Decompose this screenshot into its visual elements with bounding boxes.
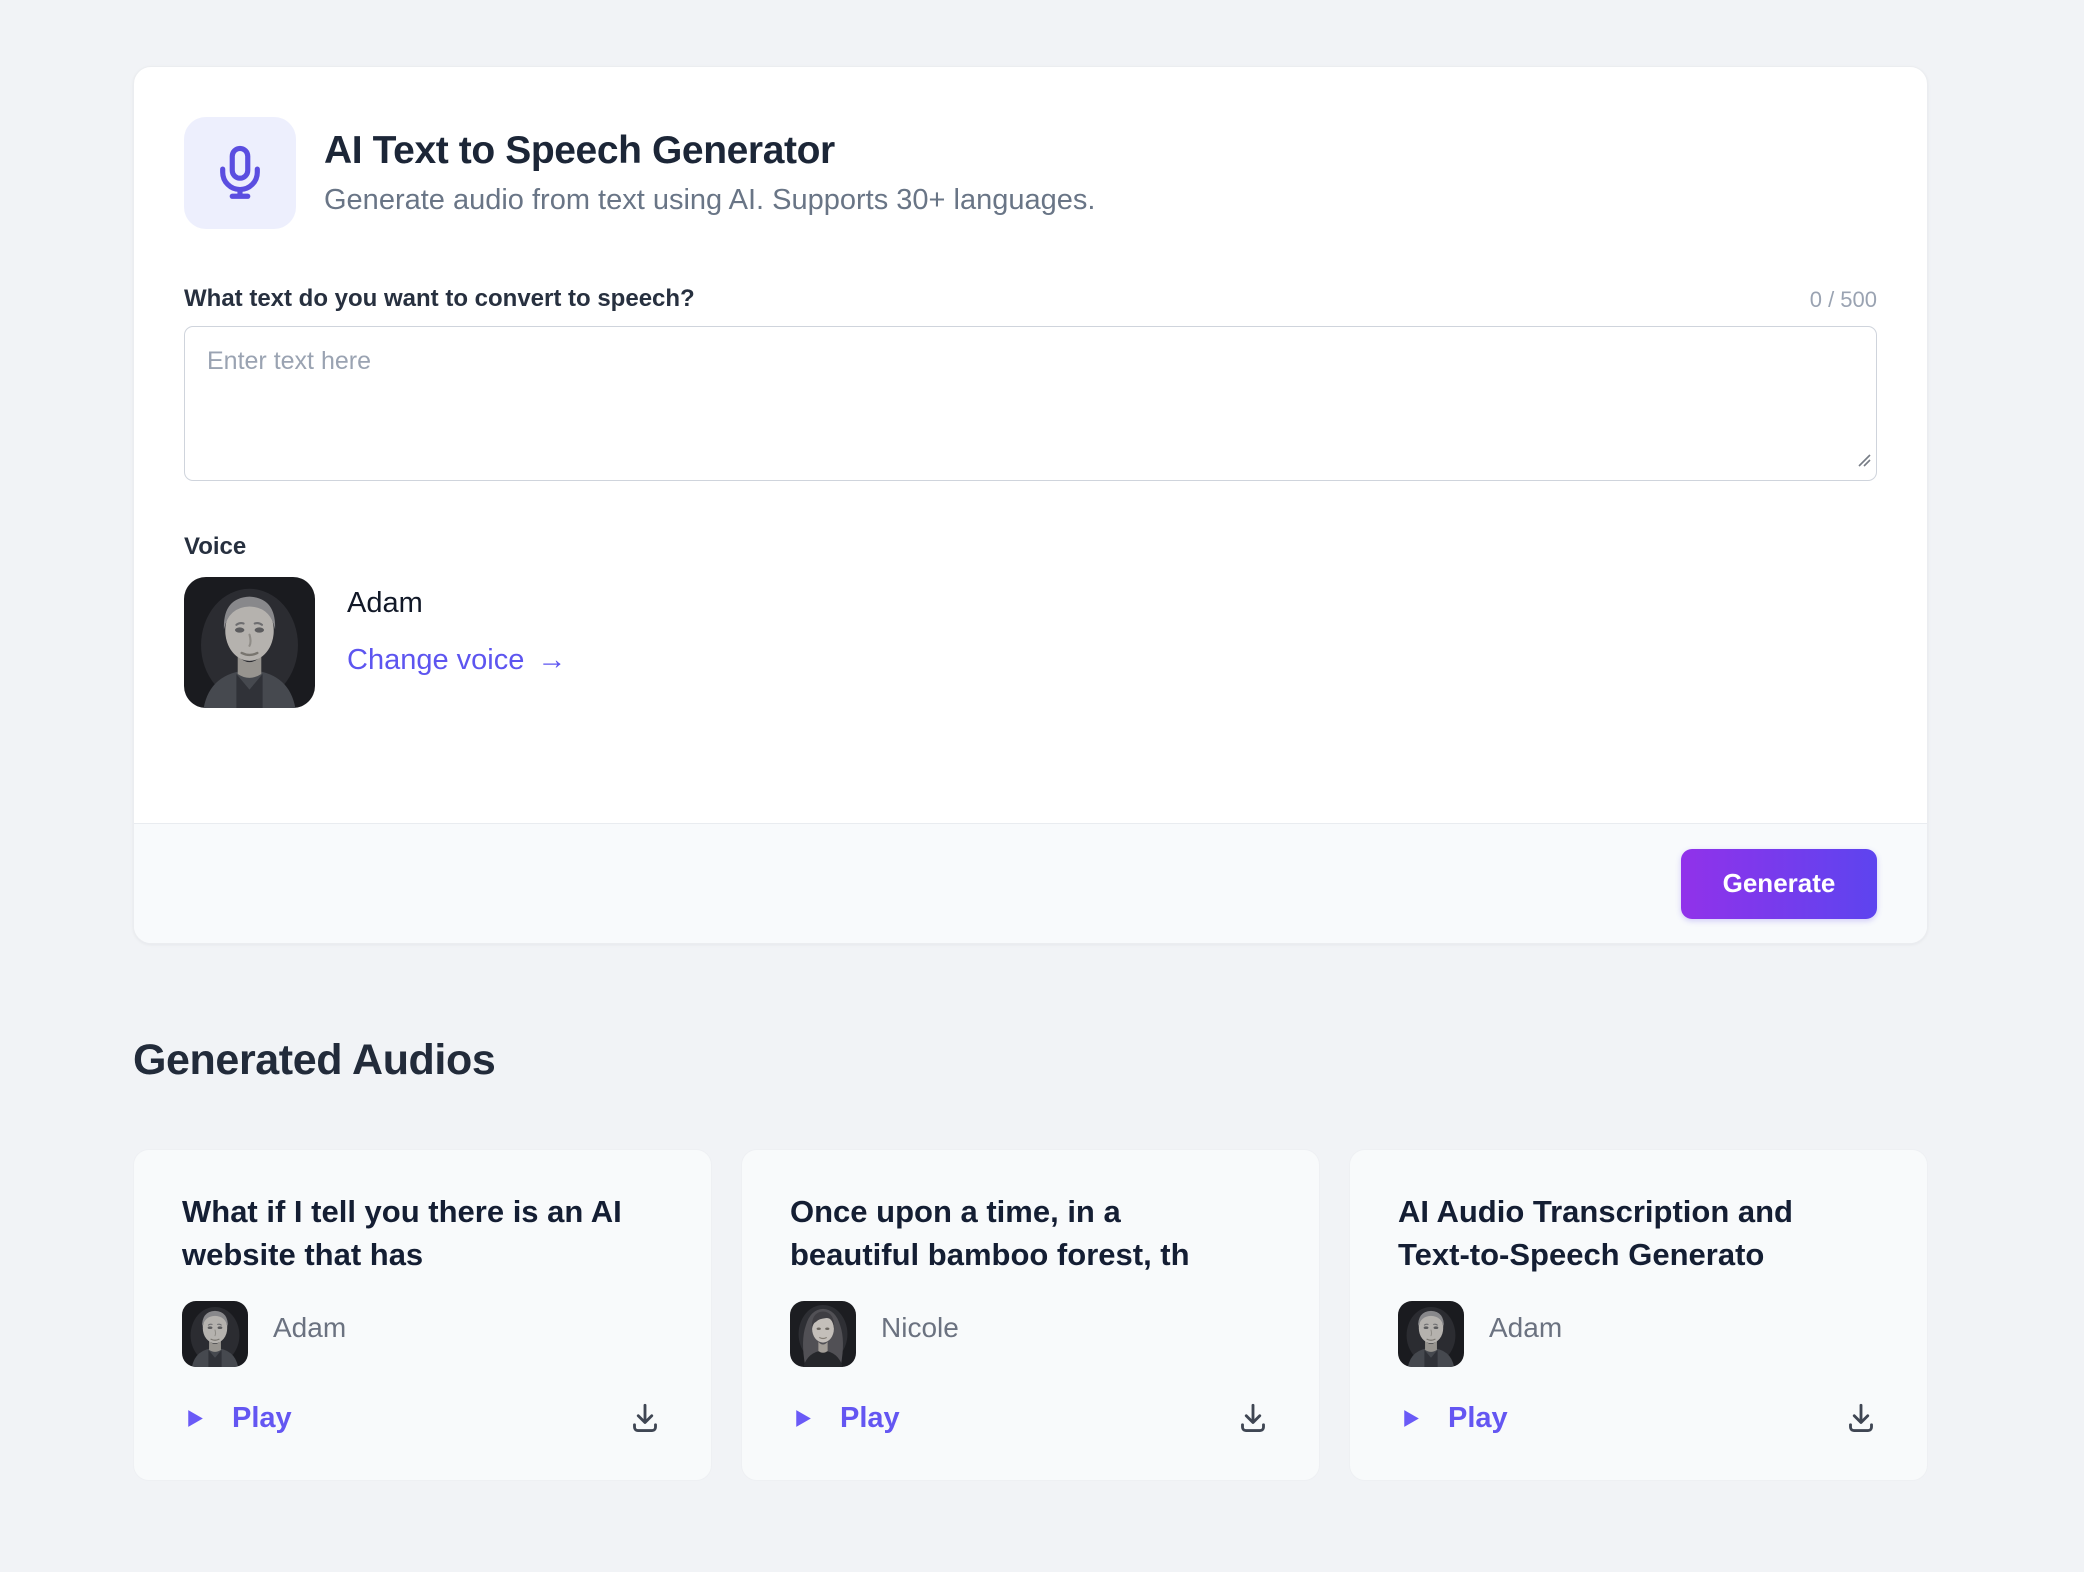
speech-text-input[interactable] (184, 326, 1877, 481)
voice-avatar (184, 577, 315, 708)
generated-audios-grid: What if I tell you there is an AI websit… (133, 1149, 1928, 1481)
audio-title: Once upon a time, in a beautiful bamboo … (790, 1194, 1190, 1273)
selected-voice-row: Adam Change voice → (184, 577, 1877, 708)
char-counter: 0 / 500 (1809, 287, 1877, 312)
voice-avatar (182, 1301, 248, 1367)
audio-voice-name: Nicole (881, 1311, 959, 1343)
arrow-right-icon: → (537, 644, 567, 676)
download-icon (1241, 1403, 1265, 1433)
audio-actions: Play (790, 1400, 1271, 1436)
play-label: Play (1448, 1401, 1508, 1434)
audio-voice-row: Adam (182, 1301, 663, 1367)
generated-audios-heading: Generated Audios (133, 1036, 496, 1084)
play-label: Play (232, 1401, 292, 1434)
page-subtitle: Generate audio from text using AI. Suppo… (324, 184, 1096, 216)
generator-body: AI Text to Speech Generator Generate aud… (134, 67, 1927, 758)
play-icon (1404, 1409, 1419, 1427)
play-label: Play (840, 1401, 900, 1434)
text-label-row: What text do you want to convert to spee… (184, 285, 1877, 313)
voice-name: Adam (347, 587, 423, 619)
download-button[interactable] (1843, 1400, 1879, 1436)
generator-header: AI Text to Speech Generator Generate aud… (184, 117, 1877, 229)
audio-card: Once upon a time, in a beautiful bamboo … (741, 1149, 1320, 1481)
voice-avatar (790, 1301, 856, 1367)
audio-card: What if I tell you there is an AI websit… (133, 1149, 712, 1481)
page: AI Text to Speech Generator Generate aud… (133, 66, 1928, 1481)
voice-info: Adam Change voice → (347, 577, 566, 708)
play-button[interactable]: Play (790, 1402, 900, 1435)
play-icon (188, 1409, 203, 1427)
audio-actions: Play (1398, 1400, 1879, 1436)
audio-voice-row: Nicole (790, 1301, 1271, 1367)
audio-title: What if I tell you there is an AI websit… (182, 1194, 622, 1273)
resize-grip-icon[interactable] (1855, 451, 1872, 473)
audio-voice-row: Adam (1398, 1301, 1879, 1367)
download-icon (633, 1403, 657, 1433)
audio-voice-name: Adam (273, 1311, 347, 1343)
download-button[interactable] (1235, 1400, 1271, 1436)
generator-heading-text: AI Text to Speech Generator Generate aud… (324, 129, 1095, 217)
play-button[interactable]: Play (1398, 1402, 1508, 1435)
voice-label: Voice (184, 533, 247, 560)
play-button[interactable]: Play (182, 1402, 292, 1435)
play-icon (796, 1409, 811, 1427)
text-input-label: What text do you want to convert to spee… (184, 285, 695, 312)
generator-footer: Generate (134, 823, 1927, 943)
audio-voice-name: Adam (1489, 1311, 1563, 1343)
generate-button[interactable]: Generate (1681, 848, 1877, 919)
change-voice-label: Change voice (347, 644, 525, 676)
tts-generator-card: AI Text to Speech Generator Generate aud… (133, 66, 1928, 944)
download-icon (1849, 1403, 1873, 1433)
audio-actions: Play (182, 1400, 663, 1436)
voice-avatar (1398, 1301, 1464, 1367)
audio-title: AI Audio Transcription and Text-to-Speec… (1398, 1194, 1793, 1273)
download-button[interactable] (627, 1400, 663, 1436)
text-input-wrap (184, 326, 1877, 481)
audio-card: AI Audio Transcription and Text-to-Speec… (1349, 1149, 1928, 1481)
microphone-icon (184, 117, 296, 229)
change-voice-link[interactable]: Change voice → (347, 644, 566, 677)
page-title: AI Text to Speech Generator (324, 129, 835, 172)
